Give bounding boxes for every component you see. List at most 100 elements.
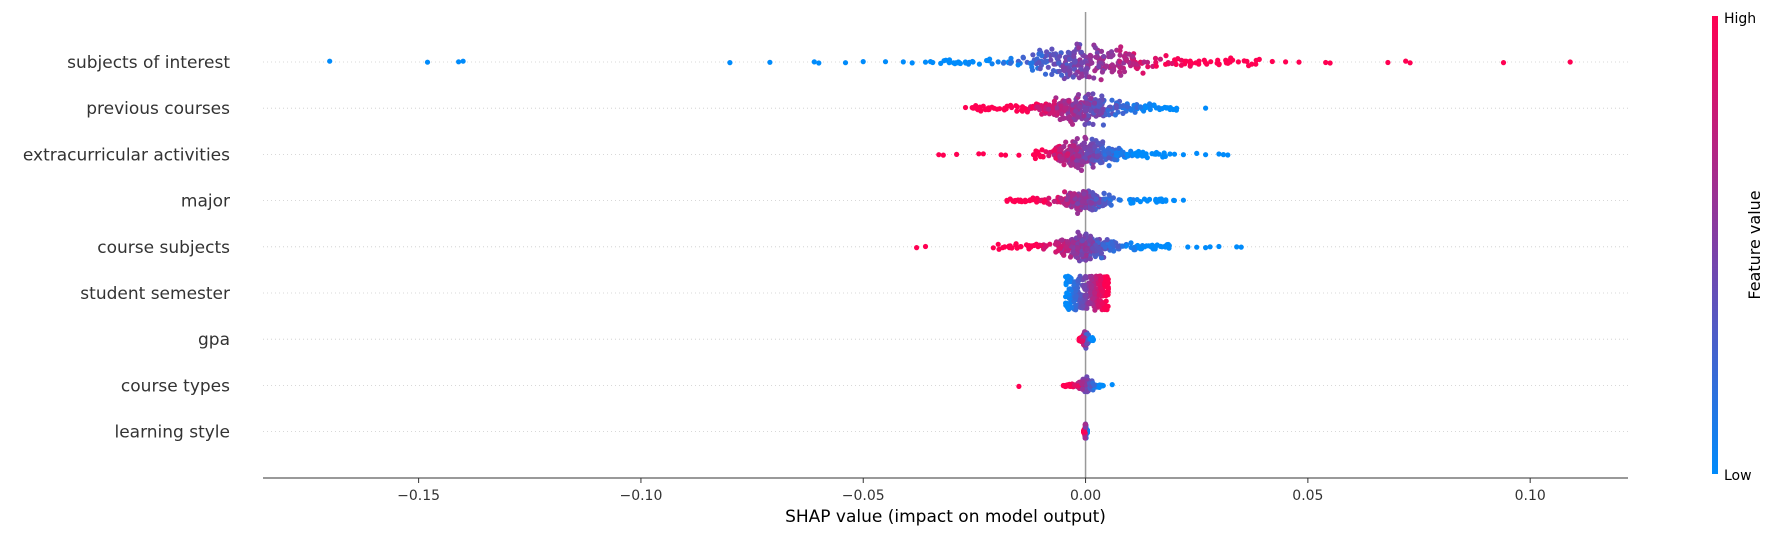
- shap-point: [1098, 277, 1104, 283]
- shap-point: [1075, 245, 1081, 251]
- shap-point: [1069, 143, 1076, 149]
- shap-point: [1089, 200, 1095, 206]
- shap-outlier-point: [767, 59, 773, 65]
- shap-point: [1110, 195, 1116, 201]
- shap-point: [1115, 243, 1121, 249]
- shap-point: [1098, 77, 1104, 83]
- shap-point: [1103, 298, 1109, 304]
- shap-outlier-point: [1109, 382, 1115, 388]
- shap-point: [1151, 102, 1157, 108]
- shap-point: [1090, 164, 1096, 170]
- shap-point: [1051, 198, 1057, 204]
- shap-point: [1030, 52, 1036, 58]
- shap-point: [1089, 284, 1095, 291]
- shap-point: [1163, 53, 1169, 59]
- shap-point: [1134, 153, 1140, 159]
- feature-label: gpa: [198, 330, 230, 350]
- shap-outlier-point: [936, 152, 942, 158]
- shap-point: [1076, 45, 1082, 51]
- shap-point: [1089, 276, 1095, 283]
- shap-point: [1117, 69, 1123, 75]
- shap-point: [1079, 338, 1086, 344]
- shap-point: [1079, 238, 1085, 244]
- shap-point: [1073, 293, 1079, 299]
- shap-point: [1091, 382, 1097, 388]
- shap-point: [991, 105, 997, 111]
- feature-label: subjects of interest: [67, 53, 230, 73]
- shap-point: [1106, 150, 1112, 156]
- shap-point: [1084, 65, 1090, 71]
- shap-point: [1059, 72, 1065, 78]
- shap-point: [1063, 139, 1069, 145]
- shap-point: [1103, 63, 1110, 69]
- shap-point: [1096, 298, 1102, 304]
- shap-outlier-point: [327, 58, 333, 64]
- shap-point: [1063, 301, 1069, 307]
- shap-point: [1083, 70, 1089, 76]
- shap-point: [1178, 62, 1184, 68]
- shap-point: [1105, 286, 1111, 292]
- shap-outlier-point: [1060, 383, 1066, 389]
- shap-outlier-point: [1171, 151, 1178, 157]
- shap-point: [1098, 48, 1105, 55]
- feature-labels: subjects of interest previous courses extr…: [23, 53, 230, 443]
- shap-outlier-point: [1403, 58, 1409, 64]
- shap-point: [1144, 155, 1150, 161]
- shap-point: [1241, 58, 1247, 64]
- shap-outlier-point: [1500, 60, 1507, 66]
- shap-point: [1025, 243, 1032, 249]
- shap-point: [1130, 61, 1136, 67]
- shap-outlier-point: [1203, 152, 1209, 158]
- feature-label: course types: [121, 376, 230, 396]
- shap-point: [1090, 295, 1096, 302]
- shap-outlier-point: [1567, 59, 1573, 65]
- shap-point: [1104, 237, 1110, 243]
- shap-point: [995, 59, 1001, 65]
- shap-point: [1225, 58, 1231, 64]
- shap-point: [1152, 55, 1159, 62]
- shap-point: [1066, 56, 1072, 62]
- shap-point: [1097, 99, 1103, 105]
- shap-point: [1063, 244, 1069, 250]
- shap-point: [1081, 140, 1087, 146]
- shap-point: [1075, 92, 1082, 98]
- shap-point: [1128, 240, 1134, 246]
- shap-point: [1067, 278, 1073, 285]
- shap-point: [1007, 196, 1013, 202]
- shap-point: [1235, 59, 1241, 65]
- x-tick-label: −0.10: [619, 488, 662, 504]
- feature-label: previous courses: [86, 99, 230, 119]
- shap-point: [1208, 59, 1214, 65]
- shap-outlier-point: [1407, 60, 1413, 66]
- shap-point: [969, 105, 975, 111]
- shap-outlier-point: [811, 59, 817, 65]
- shap-point: [1073, 99, 1079, 105]
- shap-point: [1089, 207, 1095, 213]
- shap-point: [950, 60, 957, 66]
- shap-point: [1042, 58, 1048, 64]
- shap-point: [930, 59, 936, 66]
- shap-point: [1044, 49, 1050, 55]
- shap-outlier-point: [1220, 152, 1226, 158]
- shap-point: [1117, 197, 1123, 203]
- shap-point: [1070, 239, 1076, 245]
- shap-point: [1075, 165, 1081, 171]
- shap-point: [1065, 151, 1071, 157]
- shap-point: [1131, 247, 1137, 253]
- shap-point: [1075, 114, 1081, 120]
- shap-point: [1068, 118, 1074, 125]
- shap-point: [1153, 63, 1159, 69]
- shap-point: [1137, 104, 1143, 110]
- shap-point: [1036, 152, 1042, 158]
- shap-outlier-point: [998, 152, 1004, 158]
- shap-point: [1023, 198, 1029, 204]
- shap-outlier-point: [980, 151, 986, 157]
- shap-point: [1073, 147, 1080, 153]
- shap-point: [1074, 136, 1080, 142]
- shap-point: [1070, 249, 1076, 255]
- shap-point: [1087, 336, 1093, 342]
- shap-point: [970, 59, 976, 65]
- shap-point: [1143, 243, 1150, 249]
- shap-outlier-point: [1194, 150, 1200, 156]
